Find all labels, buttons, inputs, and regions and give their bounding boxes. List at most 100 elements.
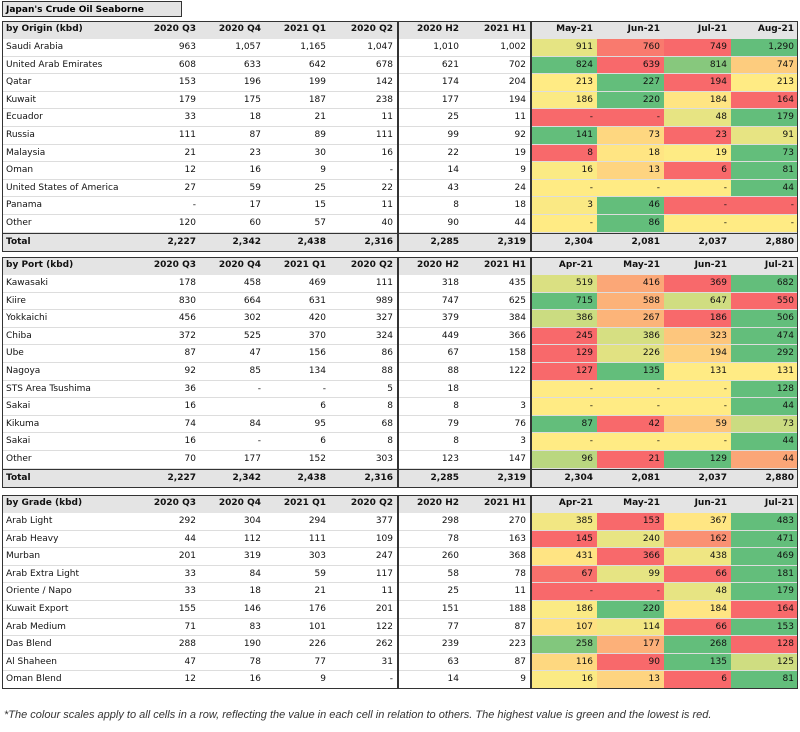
cell: 78	[200, 654, 265, 672]
cell: 190	[200, 636, 265, 654]
heat-cell: 431	[530, 548, 597, 566]
row-label: United States of America	[2, 180, 135, 198]
cell: 187	[265, 92, 330, 110]
cell: 303	[265, 548, 330, 566]
cell: 304	[200, 513, 265, 531]
cell: 22	[330, 180, 397, 198]
heat-cell: 23	[664, 127, 731, 145]
row-label: Kiire	[2, 293, 135, 311]
column-header: 2020 Q2	[330, 21, 397, 39]
cell: 14	[397, 671, 463, 689]
cell: 633	[200, 57, 265, 75]
column-header: Jul-21	[664, 21, 731, 39]
cell: 24	[463, 180, 530, 198]
column-header: Apr-21	[530, 257, 597, 275]
row-label: Yokkaichi	[2, 310, 135, 328]
cell: 319	[200, 548, 265, 566]
cell: 625	[463, 293, 530, 311]
cell: 76	[463, 416, 530, 434]
heat-cell: 90	[597, 653, 664, 672]
heat-cell: 3	[530, 197, 597, 215]
column-header: 2021 Q1	[265, 257, 330, 275]
heat-cell: 715	[530, 292, 597, 311]
column-header: 2020 Q3	[135, 257, 200, 275]
heat-cell: 245	[530, 327, 597, 346]
heat-cell: -	[597, 583, 664, 601]
cell: 83	[200, 619, 265, 637]
cell: 664	[200, 293, 265, 311]
heat-cell: 181	[731, 565, 798, 584]
total-cell: 2,319	[463, 468, 530, 488]
heat-cell: 116	[530, 653, 597, 672]
cell: 44	[135, 531, 200, 549]
heat-cell: 131	[664, 363, 731, 381]
heat-cell: 369	[664, 275, 731, 293]
cell: 77	[265, 654, 330, 672]
cell: 63	[397, 654, 463, 672]
cell: 11	[463, 583, 530, 601]
cell: 469	[265, 275, 330, 293]
heat-cell: 179	[731, 583, 798, 601]
cell: 435	[463, 275, 530, 293]
cell: 458	[200, 275, 265, 293]
heat-cell: 469	[731, 548, 798, 566]
cell: 678	[330, 57, 397, 75]
heat-cell: 96	[530, 451, 597, 469]
cell: 87	[463, 654, 530, 672]
column-header: Jul-21	[731, 257, 798, 275]
cell: 85	[200, 363, 265, 381]
heat-cell: 162	[664, 530, 731, 549]
cell: 155	[135, 601, 200, 619]
heat-cell: 647	[664, 292, 731, 311]
heat-cell: 213	[530, 74, 597, 92]
cell: 194	[463, 92, 530, 110]
cell: 298	[397, 513, 463, 531]
cell: 14	[397, 162, 463, 180]
heat-cell: 438	[664, 548, 731, 566]
cell: 36	[135, 381, 200, 399]
cell: 177	[397, 92, 463, 110]
heat-cell: 367	[664, 513, 731, 531]
cell: 247	[330, 548, 397, 566]
cell: 22	[397, 145, 463, 163]
cell: 92	[463, 127, 530, 145]
total-cell: 2,342	[200, 468, 265, 488]
heat-cell: 179	[731, 109, 798, 127]
cell: 43	[397, 180, 463, 198]
total-cell: 2,081	[597, 232, 664, 252]
heat-cell: -	[597, 109, 664, 127]
heat-cell: -	[597, 398, 664, 416]
cell: 88	[330, 363, 397, 381]
cell: 111	[135, 127, 200, 145]
cell: 175	[200, 92, 265, 110]
heat-cell: -	[664, 215, 731, 233]
heat-cell: 506	[731, 310, 798, 328]
row-label: Oman Blend	[2, 671, 135, 689]
row-label: Oriente / Napo	[2, 583, 135, 601]
heat-cell: 164	[731, 601, 798, 619]
heat-cell: 194	[664, 345, 731, 363]
cell: 456	[135, 310, 200, 328]
heat-cell: 87	[530, 415, 597, 434]
row-label: Kuwait Export	[2, 601, 135, 619]
row-label: Qatar	[2, 74, 135, 92]
heat-cell: 483	[731, 513, 798, 531]
row-label: Nagoya	[2, 363, 135, 381]
cell: 262	[330, 636, 397, 654]
heat-cell: 227	[597, 74, 664, 92]
cell: 120	[135, 215, 200, 233]
heat-cell: 73	[597, 127, 664, 145]
heat-cell: 267	[597, 310, 664, 328]
cell: 59	[200, 180, 265, 198]
heat-cell: 639	[597, 56, 664, 75]
cell: 12	[135, 671, 200, 689]
cell: 27	[135, 180, 200, 198]
row-label: Arab Medium	[2, 619, 135, 637]
heat-cell: 258	[530, 636, 597, 654]
heat-cell: 81	[731, 162, 798, 180]
cell: 372	[135, 328, 200, 346]
row-label: Arab Extra Light	[2, 566, 135, 584]
cell: 747	[397, 293, 463, 311]
cell: 21	[135, 145, 200, 163]
heat-cell: 226	[597, 345, 664, 363]
